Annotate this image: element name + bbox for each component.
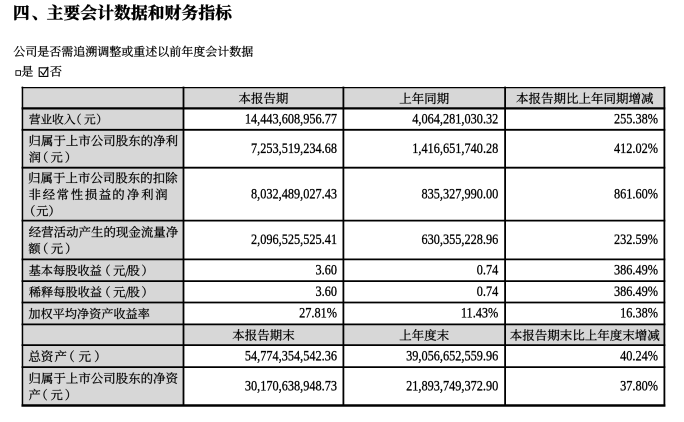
- svg-text:37.80%: 37.80%: [620, 377, 658, 393]
- svg-text:21,893,749,372.90: 21,893,749,372.90: [406, 377, 498, 393]
- svg-text:412.02%: 412.02%: [614, 140, 658, 156]
- svg-text:30,170,638,948.73: 30,170,638,948.73: [245, 377, 337, 393]
- svg-text:16.38%: 16.38%: [620, 304, 658, 320]
- svg-text:11.43%: 11.43%: [461, 304, 498, 320]
- svg-text:7,253,519,234.68: 7,253,519,234.68: [251, 140, 337, 156]
- svg-text:39,056,652,559.96: 39,056,652,559.96: [406, 347, 498, 363]
- svg-text:3.60: 3.60: [315, 261, 337, 277]
- svg-text:0.74: 0.74: [477, 261, 499, 277]
- svg-text:54,774,354,542.36: 54,774,354,542.36: [245, 347, 337, 363]
- svg-text:4,064,281,030.32: 4,064,281,030.32: [412, 110, 498, 126]
- svg-text:3.60: 3.60: [315, 283, 337, 299]
- svg-text:386.49%: 386.49%: [614, 261, 658, 277]
- svg-text:0.74: 0.74: [477, 283, 499, 299]
- svg-text:8,032,489,027.43: 8,032,489,027.43: [251, 185, 337, 201]
- svg-text:40.24%: 40.24%: [620, 347, 658, 363]
- svg-text:1,416,651,740.28: 1,416,651,740.28: [412, 140, 498, 156]
- svg-text:630,355,228.96: 630,355,228.96: [421, 231, 498, 247]
- svg-text:14,443,608,956.77: 14,443,608,956.77: [245, 110, 337, 126]
- svg-text:27.81%: 27.81%: [299, 304, 337, 320]
- svg-text:861.60%: 861.60%: [614, 185, 658, 201]
- svg-text:835,327,990.00: 835,327,990.00: [421, 185, 498, 201]
- svg-text:386.49%: 386.49%: [614, 283, 658, 299]
- svg-text:232.59%: 232.59%: [614, 231, 658, 247]
- svg-text:2,096,525,525.41: 2,096,525,525.41: [251, 231, 337, 247]
- svg-text:255.38%: 255.38%: [614, 110, 658, 126]
